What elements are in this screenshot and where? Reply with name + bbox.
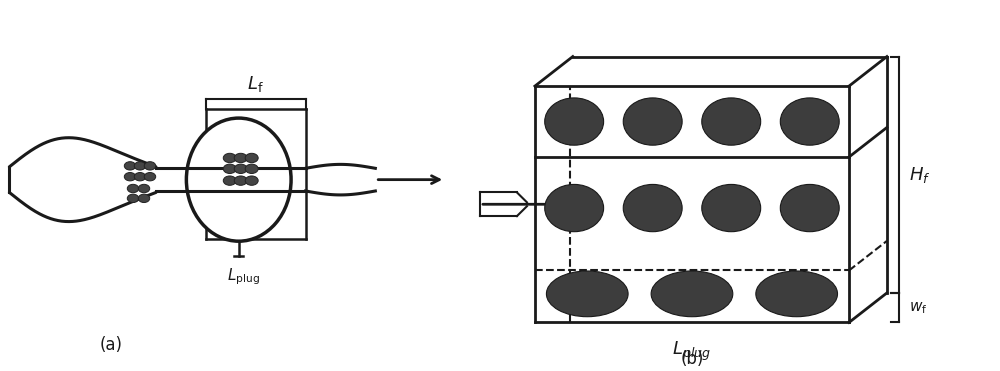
- Ellipse shape: [623, 98, 682, 145]
- Ellipse shape: [186, 118, 291, 241]
- Ellipse shape: [234, 176, 247, 185]
- Ellipse shape: [651, 271, 733, 317]
- Ellipse shape: [756, 271, 838, 317]
- Ellipse shape: [144, 173, 156, 181]
- Ellipse shape: [702, 184, 761, 232]
- Ellipse shape: [234, 164, 247, 174]
- Ellipse shape: [223, 164, 236, 174]
- Text: $L_{\mathrm{plug}}$: $L_{\mathrm{plug}}$: [227, 266, 260, 287]
- Ellipse shape: [780, 98, 839, 145]
- Ellipse shape: [545, 98, 604, 145]
- Ellipse shape: [138, 194, 150, 203]
- Ellipse shape: [702, 98, 761, 145]
- Ellipse shape: [127, 194, 139, 203]
- Ellipse shape: [138, 184, 150, 193]
- Ellipse shape: [223, 176, 236, 185]
- Ellipse shape: [127, 184, 139, 193]
- Ellipse shape: [234, 153, 247, 162]
- Text: $L_{plug}$: $L_{plug}$: [672, 340, 711, 363]
- Ellipse shape: [780, 184, 839, 232]
- Ellipse shape: [124, 162, 136, 170]
- Ellipse shape: [223, 153, 236, 162]
- Ellipse shape: [545, 184, 604, 232]
- Text: $L_{\mathrm{f}}$: $L_{\mathrm{f}}$: [247, 74, 264, 94]
- Ellipse shape: [134, 173, 146, 181]
- Ellipse shape: [546, 271, 628, 317]
- Ellipse shape: [144, 162, 156, 170]
- Ellipse shape: [623, 184, 682, 232]
- Ellipse shape: [134, 162, 146, 170]
- Ellipse shape: [124, 173, 136, 181]
- Text: (a): (a): [100, 336, 123, 354]
- Ellipse shape: [245, 164, 258, 174]
- Ellipse shape: [245, 153, 258, 162]
- Text: $w_{\mathrm{f}}$: $w_{\mathrm{f}}$: [909, 300, 927, 315]
- Text: $H_{f}$: $H_{f}$: [909, 165, 930, 185]
- Ellipse shape: [245, 176, 258, 185]
- Text: (b): (b): [680, 350, 704, 368]
